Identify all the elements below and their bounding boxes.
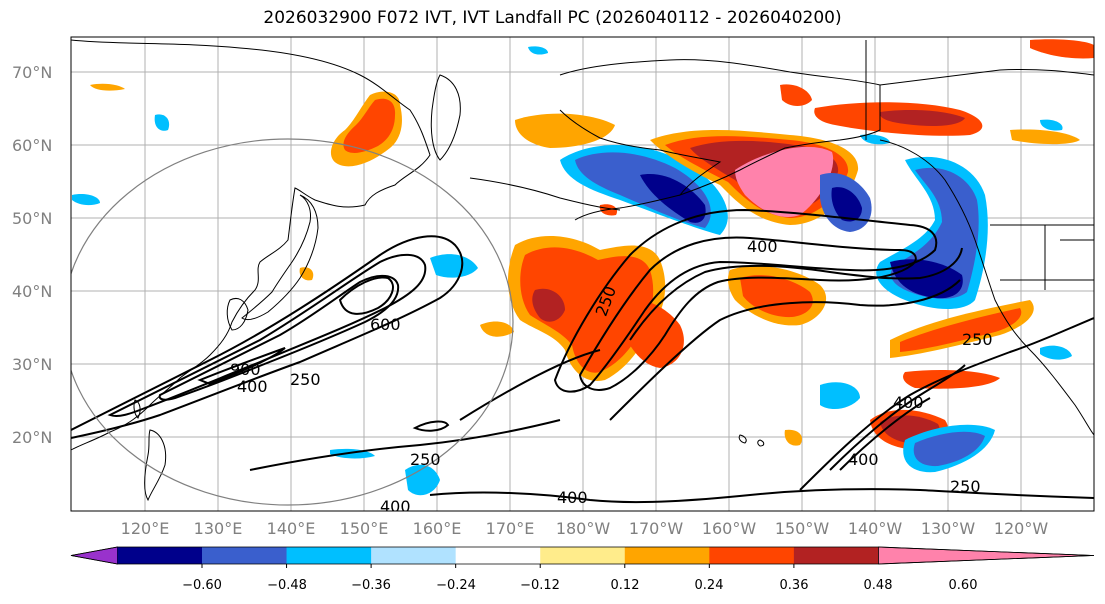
- colorbar-tick-label: 0.48: [864, 578, 893, 593]
- colorbar-segment: [624, 547, 710, 564]
- colorbar-tick-label: −0.60: [182, 578, 222, 593]
- colorbar-tick-label: 0.12: [611, 578, 640, 593]
- lat-label: 50°N: [12, 209, 52, 228]
- contour-label: 400: [893, 393, 924, 412]
- contour-label: 400: [848, 450, 879, 469]
- map-canvas: 250 400 600 900 400 250 250 400 250 400 …: [71, 37, 1094, 516]
- colorbar-segment: [117, 547, 203, 564]
- contour-label: 400: [557, 488, 588, 507]
- contour-label: 600: [370, 315, 401, 334]
- colorbar-tick-label: 0.36: [780, 578, 809, 593]
- lon-label: 160°W: [702, 519, 757, 538]
- colorbar-segment: [709, 547, 795, 564]
- colorbar-tick-label: −0.48: [267, 578, 307, 593]
- lon-label: 140°E: [267, 519, 316, 538]
- lon-label: 150°W: [775, 519, 830, 538]
- lon-label: 130°E: [194, 519, 243, 538]
- colorbar-segment: [793, 547, 879, 564]
- lon-label: 140°W: [848, 519, 903, 538]
- lon-label: 170°E: [486, 519, 535, 538]
- coastlines: [71, 39, 1094, 502]
- contour-label: 400: [747, 237, 778, 256]
- colorbar-tick-label: 0.60: [949, 578, 978, 593]
- lon-label: 120°W: [994, 519, 1049, 538]
- colorbar-frame: [70, 546, 1095, 565]
- latitude-labels: 70°N 60°N 50°N 40°N 30°N 20°N: [12, 63, 52, 447]
- lat-label: 40°N: [12, 282, 52, 301]
- colorbar-tick-label: −0.12: [520, 578, 560, 593]
- lon-label: 130°W: [921, 519, 976, 538]
- contour-label: 400: [380, 497, 411, 516]
- lat-label: 70°N: [12, 63, 52, 82]
- lon-label: 160°E: [413, 519, 462, 538]
- contour-label: 250: [950, 477, 981, 496]
- lat-label: 20°N: [12, 428, 52, 447]
- contour-label: 900: [230, 360, 261, 379]
- colorbar-extend-min: [70, 546, 118, 565]
- contour-label: 250: [410, 450, 441, 469]
- colorbar-ticks: −0.60 −0.48 −0.36 −0.24 −0.12 0.12 0.24 …: [182, 578, 977, 593]
- ivt-contours: [71, 208, 1094, 504]
- lon-label: 170°W: [629, 519, 684, 538]
- colorbar-segment: [371, 547, 457, 564]
- lat-label: 60°N: [12, 136, 52, 155]
- lon-label: 180°W: [556, 519, 611, 538]
- contour-label: 250: [962, 330, 993, 349]
- colorbar-tick-label: −0.36: [351, 578, 391, 593]
- lon-label: 150°E: [340, 519, 389, 538]
- colorbar-segment: [455, 547, 541, 564]
- colorbar-tick-label: −0.24: [436, 578, 476, 593]
- longitude-labels: 120°E 130°E 140°E 150°E 160°E 170°E 180°…: [121, 519, 1049, 538]
- lon-label: 120°E: [121, 519, 170, 538]
- landfall-region-circle: [71, 138, 514, 506]
- lat-label: 30°N: [12, 355, 52, 374]
- colorbar: [70, 546, 1095, 568]
- pc-shading: [72, 39, 1094, 496]
- colorbar-segment: [540, 547, 626, 564]
- contour-label: 400: [237, 377, 268, 396]
- colorbar-extend-max: [878, 546, 1095, 565]
- contour-label: 250: [290, 370, 321, 389]
- map-title: 2026032900 F072 IVT, IVT Landfall PC (20…: [263, 8, 842, 28]
- colorbar-tick-label: 0.24: [695, 578, 724, 593]
- colorbar-segment: [286, 547, 372, 564]
- colorbar-segment: [202, 547, 288, 564]
- map-frame: [70, 36, 1095, 512]
